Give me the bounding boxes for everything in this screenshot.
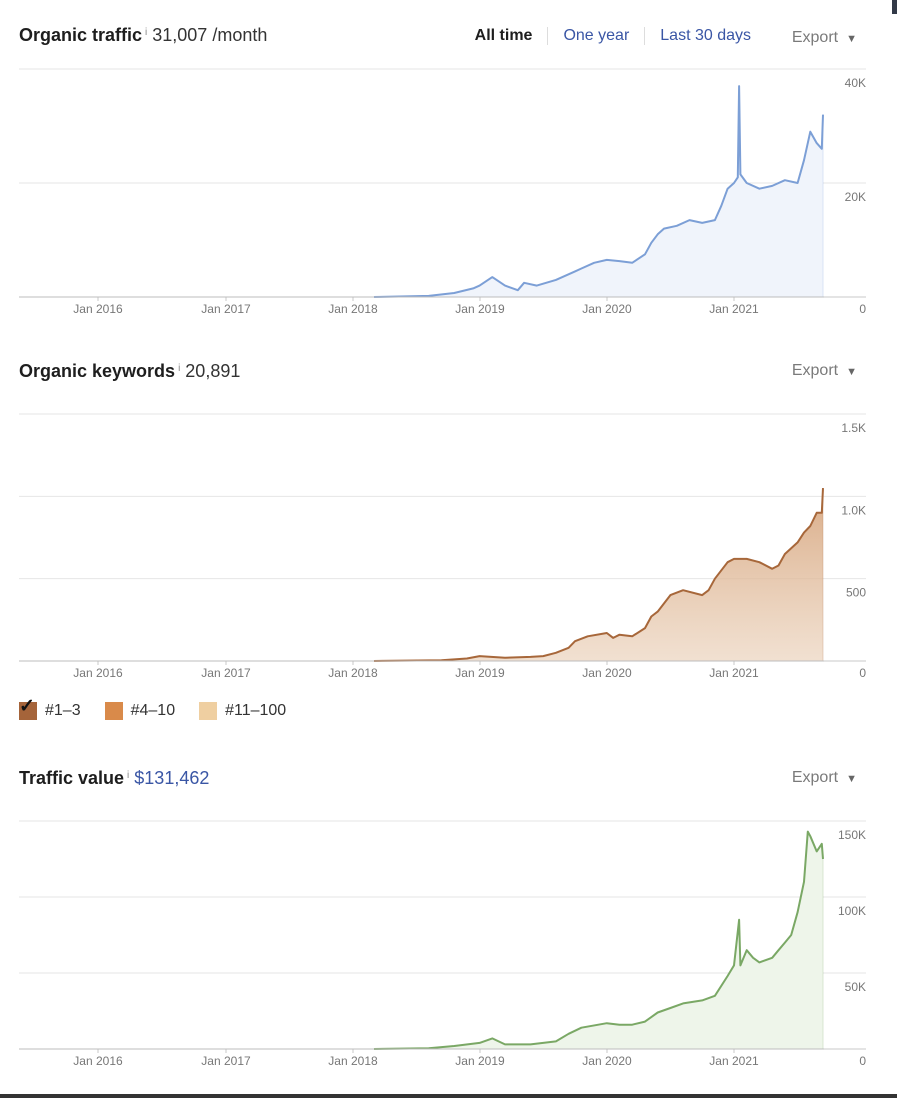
- legend-label: #11–100: [225, 702, 287, 719]
- x-tick-label: Jan 2019: [455, 1054, 505, 1068]
- x-tick-label: Jan 2018: [328, 666, 378, 680]
- legend-checkbox[interactable]: [104, 702, 123, 720]
- keywords-legend: ✓ #1–3 #4–10 #11–100: [19, 697, 310, 720]
- series-area: [374, 86, 823, 297]
- y-tick-label: 1.0K: [841, 503, 866, 517]
- x-tick-label: Jan 2021: [709, 666, 759, 680]
- x-tick-label: Jan 2020: [582, 1054, 632, 1068]
- y-tick-label: 0: [859, 302, 866, 316]
- export-label: Export: [791, 362, 839, 379]
- caret-down-icon: ▼: [846, 773, 857, 785]
- traffic-value-header: Traffic value i $131,462: [19, 768, 209, 789]
- x-tick-label: Jan 2017: [201, 666, 251, 680]
- y-tick-label: 150K: [838, 828, 866, 842]
- legend-label: #4–10: [130, 702, 176, 719]
- x-tick-label: Jan 2018: [328, 302, 378, 316]
- series-line: [373, 830, 824, 1050]
- series-line: [373, 488, 824, 662]
- x-tick-label: Jan 2017: [201, 1054, 251, 1068]
- info-icon[interactable]: i: [178, 363, 181, 374]
- organic-traffic-value: 31,007 /month: [152, 25, 268, 45]
- x-tick-label: Jan 2021: [709, 302, 759, 316]
- traffic-value-amount: $131,462: [134, 768, 210, 788]
- organic-traffic-chart: 0 20K 40K Jan 2016 Jan 2017 Jan 2018 Jan 2019 J…: [19, 68, 866, 316]
- window-edge-right: [892, 0, 897, 14]
- keywords-export-button[interactable]: Export ▼: [792, 362, 857, 380]
- export-label: Export: [791, 29, 839, 46]
- export-label: Export: [791, 769, 839, 786]
- y-tick-label: 100K: [838, 904, 866, 918]
- series-area: [374, 831, 823, 1049]
- x-tick-label: Jan 2020: [582, 302, 632, 316]
- y-tick-label: 1.5K: [841, 421, 866, 435]
- x-tick-label: Jan 2021: [709, 1054, 759, 1068]
- y-tick-label: 40K: [845, 76, 866, 90]
- x-tick-label: Jan 2019: [455, 666, 505, 680]
- y-tick-label: 20K: [845, 190, 866, 204]
- x-tick-label: Jan 2016: [73, 666, 123, 680]
- info-icon[interactable]: i: [127, 770, 130, 781]
- x-tick-label: Jan 2016: [73, 302, 123, 316]
- traffic-value-title: Traffic value: [19, 768, 125, 788]
- series-area: [374, 488, 823, 661]
- organic-keywords-value: 20,891: [185, 361, 241, 381]
- y-tick-label: 0: [859, 666, 866, 680]
- legend-label: #1–3: [45, 702, 81, 719]
- caret-down-icon: ▼: [846, 33, 857, 45]
- y-tick-label: 50K: [845, 980, 866, 994]
- organic-keywords-header: Organic keywords i 20,891: [19, 361, 240, 382]
- tab-all-time[interactable]: All time: [460, 27, 549, 45]
- organic-traffic-title: Organic traffic: [19, 25, 143, 45]
- organic-keywords-chart: 0 500 1.0K 1.5K Jan 2016 Jan 2017 Jan 2018 Jan …: [19, 413, 866, 680]
- legend-checkbox[interactable]: ✓: [19, 697, 37, 720]
- time-range-tabs: All time One year Last 30 days: [460, 27, 751, 45]
- value-export-button[interactable]: Export ▼: [792, 769, 857, 787]
- x-tick-label: Jan 2016: [73, 1054, 123, 1068]
- organic-traffic-header: Organic traffic i 31,007 /month: [19, 25, 267, 46]
- legend-item-top3[interactable]: ✓ #1–3: [19, 697, 81, 720]
- organic-keywords-title: Organic keywords: [19, 361, 176, 381]
- traffic-export-button[interactable]: Export ▼: [792, 29, 857, 47]
- x-tick-label: Jan 2020: [582, 666, 632, 680]
- legend-item-top10[interactable]: #4–10: [104, 702, 176, 720]
- tab-last-30-days[interactable]: Last 30 days: [660, 27, 751, 44]
- x-tick-label: Jan 2017: [201, 302, 251, 316]
- legend-item-top100[interactable]: #11–100: [199, 702, 286, 720]
- y-tick-label: 500: [846, 586, 866, 600]
- x-tick-label: Jan 2018: [328, 1054, 378, 1068]
- x-tick-label: Jan 2019: [455, 302, 505, 316]
- info-icon[interactable]: i: [145, 27, 148, 38]
- window-edge-bottom: [0, 1094, 897, 1098]
- legend-checkbox[interactable]: [199, 702, 218, 720]
- y-tick-label: 0: [859, 1054, 866, 1068]
- series-line: [373, 85, 824, 298]
- checkmark-icon: ✓: [19, 696, 35, 717]
- caret-down-icon: ▼: [846, 366, 857, 378]
- tab-one-year[interactable]: One year: [548, 27, 646, 45]
